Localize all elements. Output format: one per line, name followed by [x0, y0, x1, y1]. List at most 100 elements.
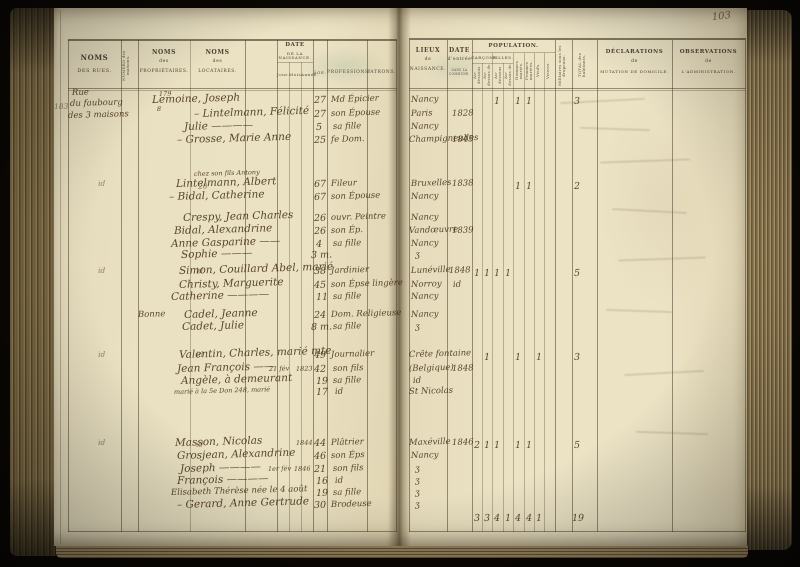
- entry-age: 44: [313, 437, 327, 449]
- grid-vline: [524, 53, 525, 532]
- entry-birthplace: Crête fontaine: [408, 348, 472, 360]
- entry-name: François ————: [176, 472, 269, 487]
- grand-total: 19: [571, 512, 585, 524]
- entry-birthplace: id: [412, 375, 422, 386]
- population-mark: 1: [493, 267, 501, 279]
- header-jour: Jour.: [277, 72, 290, 77]
- population-mark: 1: [514, 95, 522, 107]
- street-ditto: id: [97, 265, 106, 275]
- header-pop-col-1: Au-dessous de 21 ans.: [473, 66, 481, 84]
- header-pop-col-2: Au-dessus de 21 ans.: [483, 64, 491, 86]
- entry-profession: son Épse lingère: [330, 277, 403, 290]
- page-crease: [60, 10, 61, 544]
- grid-hline: [68, 90, 397, 91]
- header-mois: Mois.: [289, 72, 304, 77]
- entry-age: 26: [313, 212, 327, 224]
- header-proprietaires: NOMS: [151, 49, 177, 56]
- street-ditto: id: [97, 349, 106, 359]
- entry-profession: Journalier: [330, 348, 375, 360]
- population-mark: 1: [514, 351, 522, 363]
- grid-hline: [409, 38, 746, 40]
- grid-vline: [313, 40, 314, 532]
- header-patrons: PATRONS.: [367, 70, 396, 75]
- grid-vline: [327, 40, 328, 532]
- header-total-habitants: TOTAL des habitants.: [578, 53, 586, 78]
- entry-birthplace: Norroy: [410, 279, 442, 290]
- entry-birthplace: Nancy: [410, 309, 439, 320]
- header-declarations-de: de: [631, 59, 638, 64]
- street-name: du faubourg: [69, 97, 123, 109]
- entry-profession: Brodeuse: [330, 498, 372, 510]
- grid-vline: [472, 40, 473, 532]
- header-lieux-sub: NAISSANCE.: [409, 67, 447, 72]
- entry-age: 5: [315, 121, 323, 133]
- population-total: 5: [573, 439, 581, 451]
- header-declarations: DÉCLARATIONS: [605, 49, 664, 55]
- entry-year: 1839: [451, 225, 474, 236]
- entry-birthplace: Nancy: [410, 94, 439, 105]
- margin-number: 183: [53, 101, 69, 111]
- entry-birthplace: Nancy: [410, 291, 439, 302]
- population-mark: 1: [504, 267, 512, 279]
- entry-birthplace: ʒ: [414, 499, 420, 510]
- population-mark: 1: [483, 267, 491, 279]
- header-pop-col-8: Veuves.: [546, 62, 550, 79]
- entry-age: 42: [313, 363, 327, 375]
- population-total: 2: [573, 180, 581, 192]
- grid-vline: [301, 62, 302, 532]
- grid-hline: [472, 52, 555, 53]
- grid-vline: [190, 40, 191, 532]
- header-lieux: LIEUX: [415, 47, 441, 54]
- entry-age: 27: [313, 94, 327, 106]
- entry-year: 1845: [451, 134, 474, 145]
- column-total: 4: [514, 512, 522, 524]
- header-numero-maisons: NUMÉRO des maisons.: [122, 50, 130, 81]
- entry-profession: sa fille: [332, 121, 362, 132]
- entry-profession: son fils: [332, 463, 364, 474]
- entry-age: 11: [315, 291, 329, 303]
- entry-age: 19: [315, 487, 329, 499]
- house-number: 8: [156, 104, 162, 113]
- entry-profession: son fils: [332, 363, 364, 374]
- population-mark: 1: [525, 180, 533, 192]
- column-total: 1: [504, 512, 512, 524]
- header-pop-col-6: Femmes mariées.: [525, 60, 533, 81]
- population-mark: 1: [483, 351, 491, 363]
- header-observations-sub: L'ADMINISTRATION.: [681, 69, 736, 74]
- entry-profession: sa fille: [332, 238, 362, 249]
- entry-profession: fe Dom.: [330, 134, 365, 145]
- entry-age: 67: [313, 191, 327, 203]
- entry-name: Catherine ————: [170, 288, 270, 303]
- header-garcons: GARÇONS.: [471, 55, 499, 60]
- entry-birthplace: ʒ: [414, 321, 420, 332]
- header-age: ÂGE.: [313, 70, 327, 75]
- grid-vline: [672, 40, 673, 532]
- entry-profession: ouvr. Peintre: [330, 211, 387, 223]
- entry-profession: Jardinier: [330, 264, 370, 276]
- entry-birthplace: Maxéville: [408, 436, 451, 448]
- entry-name: Masson, Nicolas: [174, 434, 263, 449]
- header-lieux-de: de: [424, 57, 432, 62]
- entry-birthplace: St Nicolas: [408, 385, 454, 397]
- grid-vline: [396, 40, 397, 532]
- entry-age: 24: [313, 309, 327, 321]
- population-mark: 1: [514, 439, 522, 451]
- entry-birthplace: ʒ: [414, 487, 420, 498]
- header-locataires-sub: LOCATAIRES.: [198, 69, 237, 74]
- street-name: Rue: [71, 87, 90, 98]
- entry-profession: son Épouse: [330, 107, 381, 119]
- grid-vline: [555, 40, 556, 532]
- header-date-naissance-sub: DE LA NAISSANCE.: [278, 51, 312, 60]
- entry-age: 21: [313, 463, 327, 475]
- population-mark: 1: [483, 439, 491, 451]
- population-mark: 1: [493, 95, 501, 107]
- entry-age: 8 m.: [310, 321, 333, 333]
- entry-profession: id: [334, 475, 344, 486]
- header-population: POPULATION.: [488, 43, 539, 49]
- header-date-naissance: DATE: [285, 42, 305, 48]
- book-gutter: [388, 8, 411, 546]
- grid-vline: [745, 40, 746, 532]
- grid-vline: [492, 53, 493, 532]
- entry-age: 27: [313, 108, 327, 120]
- entry-profession: Plâtrier: [330, 437, 364, 448]
